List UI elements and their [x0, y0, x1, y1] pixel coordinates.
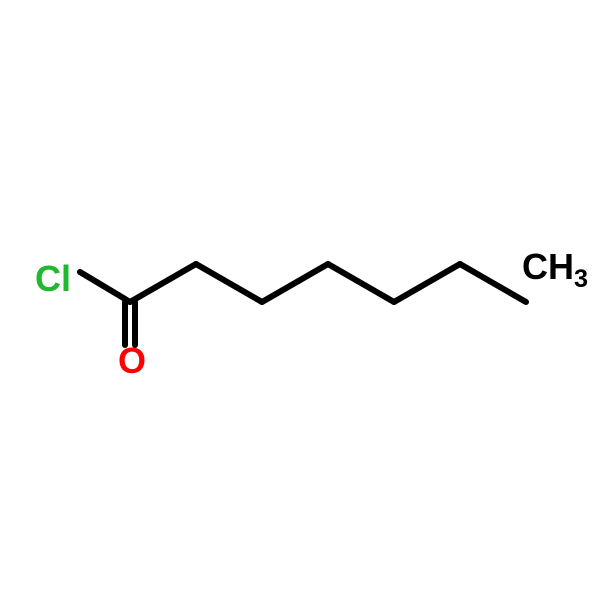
ch-text: CH	[522, 246, 574, 287]
methyl-group-label: CH3	[522, 246, 588, 294]
oxygen-atom-label: O	[118, 340, 146, 382]
cl-text: Cl	[35, 258, 71, 299]
ch3-sub: 3	[574, 265, 588, 293]
chlorine-atom-label: Cl	[35, 258, 71, 300]
molecule-diagram: Cl O CH3	[0, 0, 600, 600]
o-text: O	[118, 340, 146, 381]
bond-layer	[0, 0, 600, 600]
